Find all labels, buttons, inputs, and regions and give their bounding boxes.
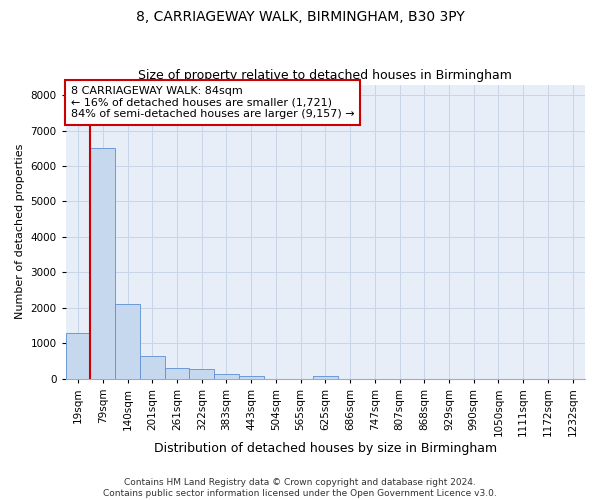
Text: 8 CARRIAGEWAY WALK: 84sqm
← 16% of detached houses are smaller (1,721)
84% of se: 8 CARRIAGEWAY WALK: 84sqm ← 16% of detac…	[71, 86, 355, 119]
Bar	[190, 369, 214, 378]
Bar	[66, 332, 91, 378]
Title: Size of property relative to detached houses in Birmingham: Size of property relative to detached ho…	[139, 69, 512, 82]
Bar	[140, 356, 164, 378]
X-axis label: Distribution of detached houses by size in Birmingham: Distribution of detached houses by size …	[154, 442, 497, 455]
Bar	[239, 376, 263, 378]
Y-axis label: Number of detached properties: Number of detached properties	[15, 144, 25, 320]
Text: 8, CARRIAGEWAY WALK, BIRMINGHAM, B30 3PY: 8, CARRIAGEWAY WALK, BIRMINGHAM, B30 3PY	[136, 10, 464, 24]
Bar	[164, 368, 190, 378]
Bar	[91, 148, 115, 378]
Bar	[115, 304, 140, 378]
Bar	[214, 374, 239, 378]
Bar	[313, 376, 338, 378]
Text: Contains HM Land Registry data © Crown copyright and database right 2024.
Contai: Contains HM Land Registry data © Crown c…	[103, 478, 497, 498]
